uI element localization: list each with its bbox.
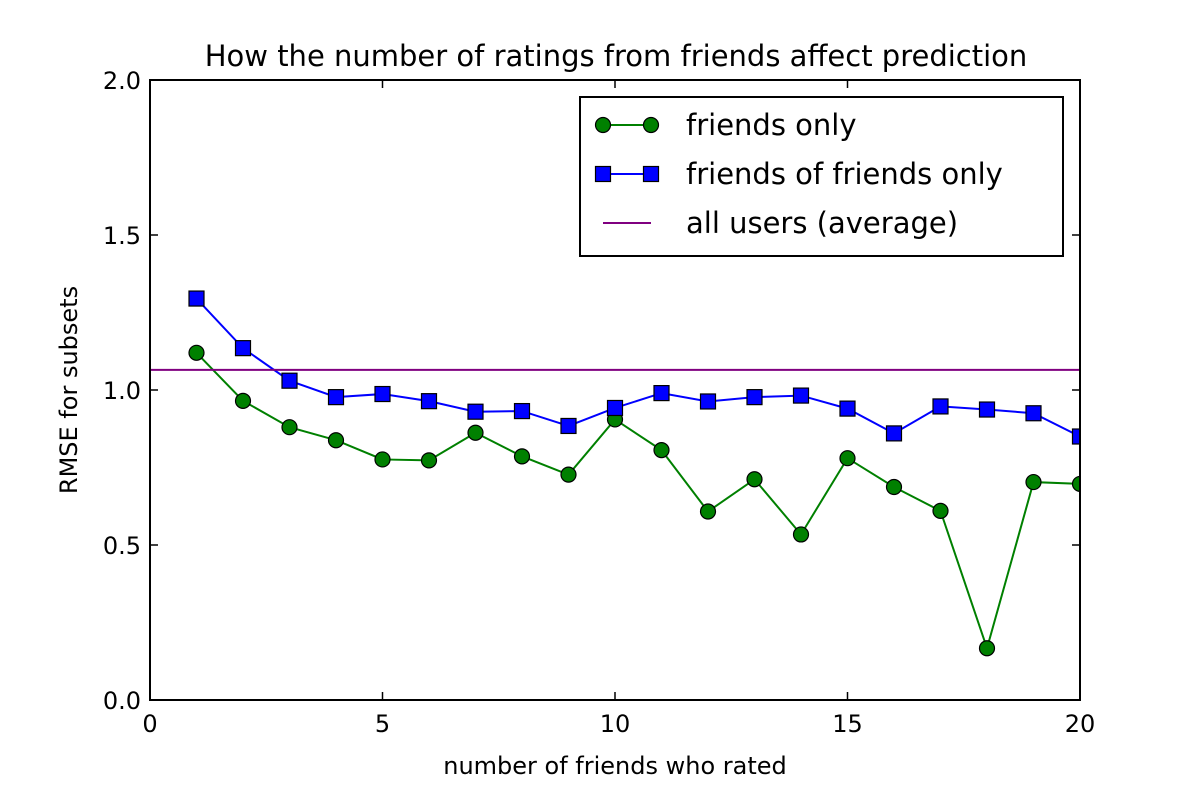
friends-of-friends-only-point bbox=[978, 401, 996, 418]
legend-marker-friends-of-friends-only bbox=[594, 165, 612, 183]
friends-of-friends-only-point bbox=[746, 389, 763, 406]
friends-only-point bbox=[188, 344, 205, 361]
x-tick-label: 5 bbox=[375, 710, 390, 738]
data-layer bbox=[150, 290, 1080, 657]
chart-title: How the number of ratings from friends a… bbox=[205, 39, 1028, 73]
friends-only-point bbox=[839, 450, 856, 467]
friends-only-point bbox=[792, 526, 810, 543]
friends-of-friends-only-point bbox=[792, 387, 810, 404]
friends-of-friends-only-point bbox=[606, 399, 624, 417]
friends-of-friends-only-point bbox=[885, 425, 903, 442]
friends-of-friends-only-point bbox=[699, 393, 717, 410]
friends-only-point bbox=[420, 452, 438, 469]
friends-only-point bbox=[281, 419, 298, 436]
friends-only-line bbox=[195, 352, 1080, 652]
legend-frame bbox=[579, 96, 1064, 257]
friends-only-point bbox=[978, 640, 996, 657]
friends-of-friends-only-point bbox=[932, 398, 949, 415]
tick-layer: 0 5 10 15 20 0.0 0.5 1.0 1.5 2.0 bbox=[103, 67, 1095, 738]
friends-only-point bbox=[885, 478, 903, 496]
friends-of-friends-only-point bbox=[560, 417, 577, 435]
friends-of-friends-only-point bbox=[1071, 428, 1080, 445]
legend-marker-friends-only bbox=[642, 116, 660, 134]
friends-only-point bbox=[1071, 475, 1080, 493]
plot-area: 0 5 10 15 20 0.0 0.5 1.0 1.5 2.0 bbox=[103, 67, 1095, 738]
friends-only-point bbox=[653, 442, 670, 459]
legend-label-friends-of-friends-only: friends of friends only bbox=[686, 157, 1003, 191]
friends-only-point bbox=[932, 502, 949, 519]
y-tick-label: 2.0 bbox=[103, 67, 141, 95]
friends-only-point bbox=[560, 466, 577, 483]
x-tick-label: 10 bbox=[600, 710, 631, 738]
y-tick-label: 0.0 bbox=[103, 687, 141, 715]
legend-marker-friends-only bbox=[594, 116, 612, 134]
friends-only-point bbox=[234, 392, 252, 409]
legend: friends only friends of friends only all u… bbox=[579, 96, 1064, 257]
legend-label-all-users-average: all users (average) bbox=[686, 206, 958, 240]
y-tick-label: 1.0 bbox=[103, 377, 141, 405]
friends-only-point bbox=[467, 424, 484, 441]
friends-only-point bbox=[699, 503, 717, 520]
friends-only-point bbox=[513, 448, 531, 465]
x-axis-label: number of friends who rated bbox=[443, 752, 787, 780]
friends-of-friends-only-point bbox=[327, 389, 345, 406]
friends-only-point bbox=[746, 471, 763, 488]
friends-only-point bbox=[1025, 473, 1042, 491]
friends-of-friends-only-point bbox=[234, 340, 252, 357]
x-tick-label: 20 bbox=[1065, 710, 1096, 738]
friends-of-friends-only-point bbox=[839, 400, 856, 417]
friends-of-friends-only-point bbox=[188, 290, 205, 307]
friends-of-friends-only-point bbox=[653, 385, 670, 402]
friends-only-point bbox=[327, 432, 345, 449]
friends-only-point bbox=[374, 451, 391, 468]
friends-of-friends-only-point bbox=[513, 402, 531, 420]
legend-label-friends-only: friends only bbox=[686, 108, 857, 142]
y-tick-label: 1.5 bbox=[103, 222, 141, 250]
x-tick-label: 15 bbox=[832, 710, 863, 738]
friends-of-friends-only-point bbox=[1025, 405, 1042, 422]
y-axis-label: RMSE for subsets bbox=[55, 286, 83, 494]
friends-of-friends-only-point bbox=[467, 403, 484, 420]
x-tick-label: 0 bbox=[142, 710, 157, 738]
legend-marker-friends-of-friends-only bbox=[642, 165, 660, 183]
y-tick-label: 0.5 bbox=[103, 532, 141, 560]
friends-of-friends-only-point bbox=[420, 393, 438, 410]
friends-of-friends-only-point bbox=[374, 385, 391, 403]
friends-of-friends-only-point bbox=[281, 372, 298, 389]
